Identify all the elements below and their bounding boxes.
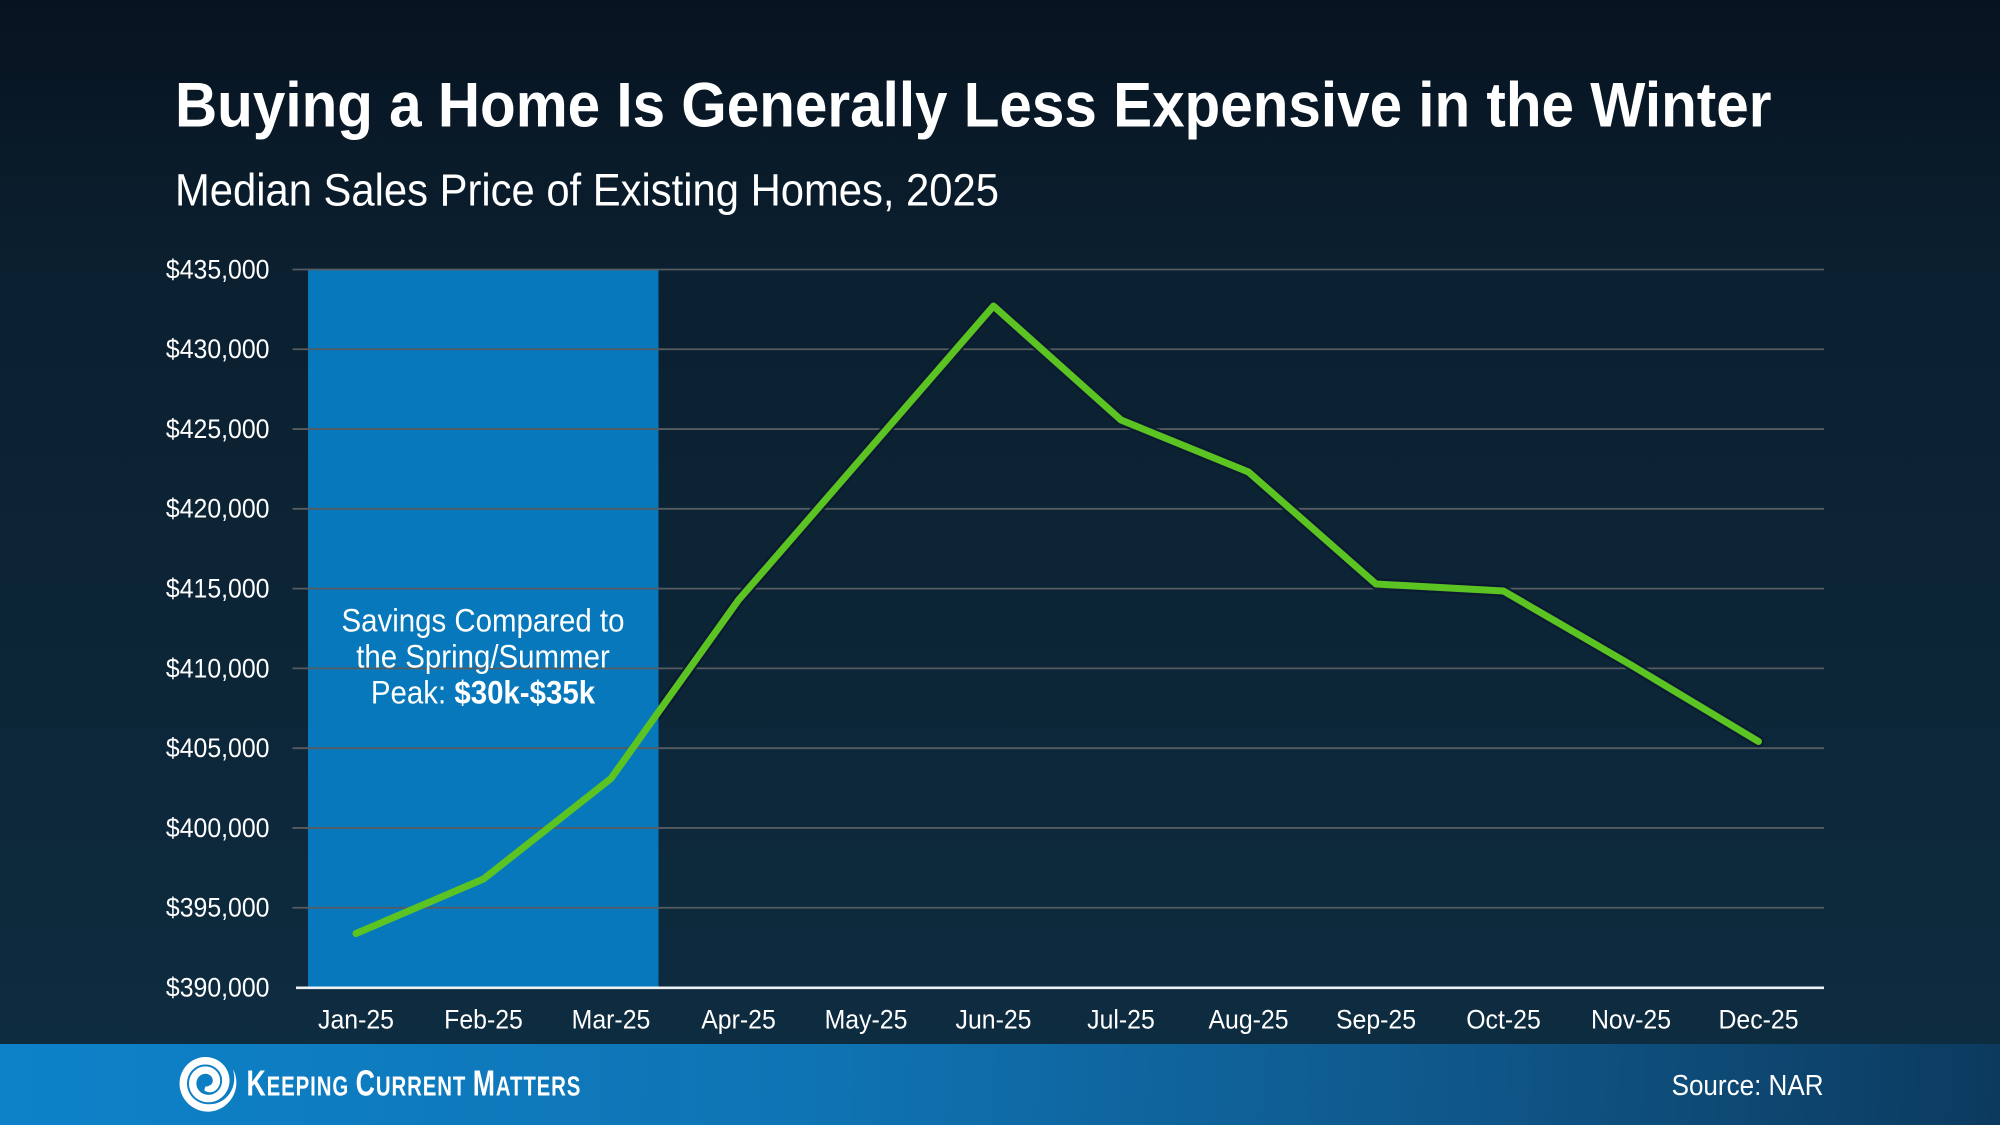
svg-text:$430,000: $430,000 <box>166 335 270 364</box>
svg-text:$425,000: $425,000 <box>166 415 270 444</box>
svg-text:Jan-25: Jan-25 <box>318 1006 394 1035</box>
svg-text:$410,000: $410,000 <box>166 654 270 683</box>
svg-text:$415,000: $415,000 <box>166 575 270 604</box>
svg-text:KEEPING CURRENT MATTERS: KEEPING CURRENT MATTERS <box>246 1063 581 1104</box>
svg-text:$400,000: $400,000 <box>166 814 270 843</box>
svg-text:$405,000: $405,000 <box>166 734 270 763</box>
svg-text:Jun-25: Jun-25 <box>956 1006 1032 1035</box>
svg-text:$395,000: $395,000 <box>166 894 270 923</box>
svg-text:Peak: $30k-$35k: Peak: $30k-$35k <box>371 674 596 710</box>
svg-text:$435,000: $435,000 <box>166 256 270 285</box>
svg-text:Apr-25: Apr-25 <box>701 1006 776 1035</box>
svg-text:Sep-25: Sep-25 <box>1336 1006 1416 1035</box>
svg-text:Jul-25: Jul-25 <box>1087 1006 1155 1035</box>
svg-text:Dec-25: Dec-25 <box>1718 1006 1798 1035</box>
svg-text:Oct-25: Oct-25 <box>1466 1006 1541 1035</box>
svg-text:Nov-25: Nov-25 <box>1591 1006 1671 1035</box>
svg-text:Source: NAR: Source: NAR <box>1672 1069 1824 1101</box>
svg-text:Feb-25: Feb-25 <box>444 1006 523 1035</box>
svg-text:Savings Compared to: Savings Compared to <box>341 602 624 638</box>
svg-text:Aug-25: Aug-25 <box>1208 1006 1288 1035</box>
svg-text:$390,000: $390,000 <box>166 974 270 1003</box>
svg-text:the Spring/Summer: the Spring/Summer <box>356 638 610 674</box>
svg-text:$420,000: $420,000 <box>166 495 270 524</box>
svg-text:May-25: May-25 <box>825 1006 908 1035</box>
svg-text:Mar-25: Mar-25 <box>572 1006 651 1035</box>
svg-text:Median Sales Price of Existing: Median Sales Price of Existing Homes, 20… <box>175 166 999 216</box>
svg-text:Buying a Home Is Generally Les: Buying a Home Is Generally Less Expensiv… <box>175 69 1771 140</box>
